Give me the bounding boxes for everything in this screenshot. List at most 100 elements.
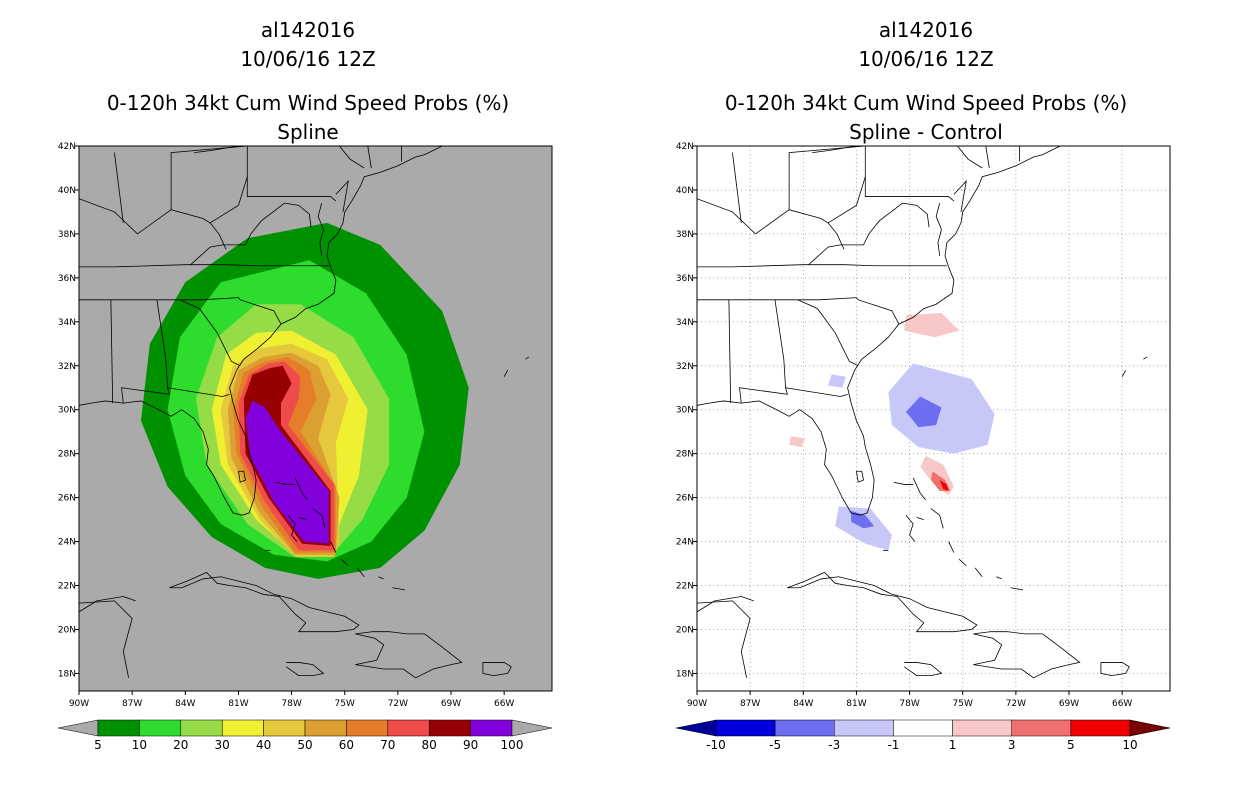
- y-tick-label: 20N: [58, 625, 76, 635]
- coastline: [238, 470, 246, 483]
- y-tick-label: 30N: [58, 406, 76, 416]
- coastline: [194, 146, 260, 153]
- x-tick-label: 72W: [388, 699, 408, 709]
- coastline: [169, 571, 360, 633]
- colorbar-swatch: [1011, 719, 1072, 737]
- coastline: [930, 508, 944, 529]
- colorbar-label: 5: [1067, 738, 1075, 752]
- coastline: [797, 299, 859, 367]
- colorbar-swatch: [893, 719, 953, 737]
- coastline: [985, 146, 990, 169]
- coastline: [392, 587, 406, 591]
- contour-level-5: [939, 480, 949, 492]
- y-tick-label: 42N: [676, 142, 694, 152]
- coastline: [1121, 369, 1127, 377]
- coastline: [114, 152, 124, 223]
- y-tick-label: 26N: [58, 494, 76, 504]
- colorbar-label: 60: [339, 738, 354, 752]
- x-tick-label: 69W: [1059, 699, 1079, 709]
- coastline: [1010, 587, 1024, 591]
- coastline: [996, 576, 1002, 580]
- coastline: [167, 387, 230, 397]
- colorbar-label: 90: [463, 738, 478, 752]
- x-tick-label: 87W: [122, 699, 142, 709]
- left-axis-ticks: 90W 87W 84W 81W 78W 75W 72W 69W 66W 18N 20N 22N 24N 2…: [58, 142, 515, 709]
- coastline: [525, 356, 530, 360]
- y-tick-label: 34N: [676, 318, 694, 328]
- colorbar-label: -10: [706, 738, 726, 752]
- colorbar-swatch: [97, 719, 140, 737]
- left-probability-contours: [141, 222, 469, 579]
- coastline: [312, 508, 326, 529]
- colorbar-label: 30: [215, 738, 230, 752]
- contour-level-neg3: [835, 506, 892, 551]
- coastline: [79, 264, 329, 268]
- colorbar-swatch: [263, 719, 306, 737]
- coastline: [190, 202, 312, 265]
- coastline: [877, 146, 983, 169]
- coastline: [79, 146, 443, 516]
- coastline: [79, 596, 136, 613]
- colorbar-swatch: [774, 719, 835, 737]
- coastline: [728, 299, 732, 404]
- coastline: [356, 567, 365, 577]
- coastline: [503, 369, 509, 377]
- contour-level-1: [904, 313, 960, 338]
- right-title-date: 10/06/16 12Z: [858, 47, 993, 71]
- colorbar-label: 70: [380, 738, 395, 752]
- colorbar-swatch: [834, 719, 894, 737]
- coastline: [259, 146, 365, 169]
- coastline: [973, 631, 1081, 679]
- colorbar-label: 10: [1122, 738, 1137, 752]
- y-tick-label: 32N: [676, 362, 694, 372]
- coastline: [355, 631, 463, 679]
- y-tick-label: 40N: [676, 186, 694, 196]
- x-tick-label: 87W: [740, 699, 760, 709]
- y-tick-label: 24N: [58, 538, 76, 548]
- coastline: [856, 470, 864, 483]
- coastline: [170, 146, 248, 210]
- y-tick-label: 30N: [676, 406, 694, 416]
- right-axis-ticks: 90W 87W 84W 81W 78W 75W 72W 69W 66W 18N 20N 22N 24N 2…: [676, 142, 1133, 709]
- coastline: [298, 517, 306, 520]
- contour-level-1: [789, 436, 806, 448]
- coastline: [697, 146, 1061, 516]
- contour-level-neg3: [828, 374, 846, 388]
- colorbar-label: 40: [256, 738, 271, 752]
- colorbar-swatch: [139, 719, 182, 737]
- colorbar-swatch: [428, 719, 471, 737]
- colorbar-label: 50: [297, 738, 312, 752]
- y-tick-label: 36N: [676, 274, 694, 284]
- colorbar-swatch: [952, 719, 1012, 737]
- right-coastlines: [697, 146, 1148, 679]
- colorbar-swatch: [470, 719, 513, 737]
- coastline: [904, 662, 943, 677]
- x-tick-label: 90W: [69, 699, 89, 709]
- colorbar-swatch: [221, 719, 264, 737]
- right-colorbar: -10 -5 -3 -1 1 3 5 10: [675, 719, 1171, 752]
- left-coastlines: [79, 146, 530, 679]
- coastline: [697, 600, 751, 678]
- coastline: [953, 179, 967, 212]
- right-difference-contours: [789, 313, 995, 551]
- contour-level-neg5: [851, 510, 875, 529]
- y-tick-label: 28N: [676, 450, 694, 460]
- coastline: [294, 477, 308, 501]
- coastline: [893, 481, 914, 485]
- right-title-product: 0-120h 34kt Cum Wind Speed Probs (%): [725, 91, 1127, 115]
- coastline: [864, 146, 955, 202]
- y-tick-label: 28N: [58, 450, 76, 460]
- y-tick-label: 32N: [58, 362, 76, 372]
- coastline: [788, 146, 866, 210]
- coastline: [209, 222, 227, 250]
- x-tick-label: 75W: [953, 699, 973, 709]
- coastline: [79, 176, 248, 235]
- coastline: [785, 387, 848, 397]
- colorbar-label: 10: [132, 738, 147, 752]
- x-tick-label: 78W: [281, 699, 301, 709]
- x-tick-label: 81W: [846, 699, 866, 709]
- coastline: [697, 264, 947, 268]
- x-tick-label: 69W: [441, 699, 461, 709]
- coastline: [179, 299, 241, 367]
- y-tick-label: 20N: [676, 625, 694, 635]
